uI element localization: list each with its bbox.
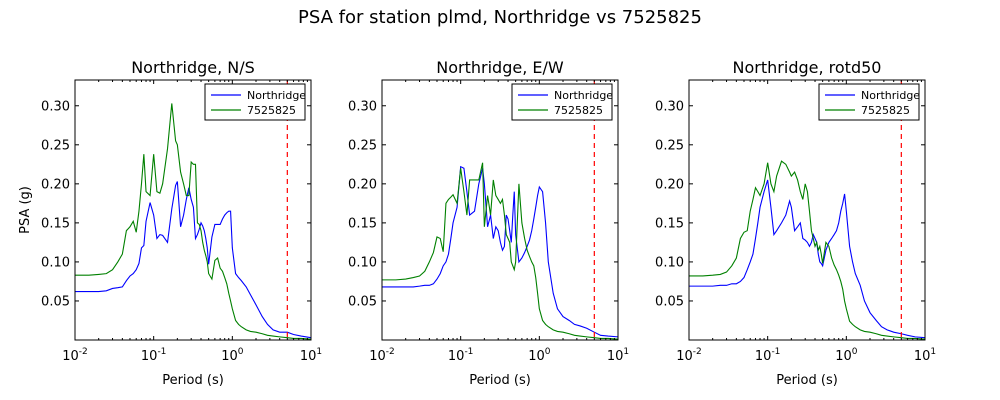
y-tick-label: 0.30 — [41, 99, 70, 114]
y-tick-label: 0.30 — [655, 99, 684, 114]
y-tick-label: 0.25 — [655, 138, 684, 153]
x-tick-base: 10 — [221, 349, 238, 364]
x-tick-label: 101 — [607, 347, 629, 364]
x-tick-label: 10-1 — [448, 347, 474, 364]
x-tick-base: 10 — [62, 349, 79, 364]
x-tick-label: 100 — [835, 347, 858, 364]
panel-title: Northridge, E/W — [436, 58, 564, 77]
plot-area — [689, 80, 925, 340]
y-tick-label: 0.25 — [348, 138, 377, 153]
x-tick-base: 10 — [448, 349, 465, 364]
y-tick-label: 0.15 — [41, 216, 70, 231]
x-tick-base: 10 — [300, 349, 317, 364]
axes-frame — [688, 79, 926, 341]
y-axis: 0.05 0.10 0.15 0.20 0.25 0.30 — [655, 99, 925, 309]
x-tick-base: 10 — [369, 349, 386, 364]
series-line-simulation — [689, 160, 925, 340]
x-tick-exponent: 0 — [545, 347, 551, 357]
y-tick-label: 0.30 — [348, 99, 377, 114]
x-tick-exponent: -2 — [693, 347, 702, 357]
x-axis-label: Period (s) — [469, 373, 531, 388]
legend: Northridge 7525825 — [204, 83, 306, 121]
y-tick-label: 0.05 — [655, 294, 684, 309]
series-line-northridge — [689, 179, 925, 339]
x-tick-label: 100 — [528, 347, 551, 364]
y-tick-label: 0.10 — [41, 255, 70, 270]
x-tick-base: 10 — [676, 349, 693, 364]
y-tick-label: 0.15 — [655, 216, 684, 231]
x-tick-label: 101 — [914, 347, 936, 364]
legend: Northridge 7525825 — [511, 83, 613, 121]
x-tick-label: 100 — [221, 347, 244, 364]
legend-label: 7525825 — [554, 104, 603, 117]
y-axis: 0.05 0.10 0.15 0.20 0.25 0.30 PSA (g) — [18, 99, 311, 309]
x-tick-label: 10-2 — [369, 347, 395, 364]
x-axis-label: Period (s) — [162, 373, 224, 388]
legend-box — [511, 83, 613, 121]
x-tick-exponent: -2 — [386, 347, 395, 357]
panel-title: Northridge, N/S — [131, 58, 255, 77]
x-tick-exponent: 1 — [623, 347, 629, 357]
x-tick-exponent: -1 — [771, 347, 780, 357]
legend-label: 7525825 — [861, 104, 910, 117]
legend-label: 7525825 — [247, 104, 296, 117]
x-tick-exponent: -1 — [464, 347, 473, 357]
x-tick-base: 10 — [755, 349, 772, 364]
x-tick-base: 10 — [914, 349, 931, 364]
x-tick-exponent: 0 — [852, 347, 858, 357]
y-tick-label: 0.20 — [41, 177, 70, 192]
y-tick-label: 0.10 — [348, 255, 377, 270]
x-tick-exponent: 1 — [930, 347, 936, 357]
y-axis: 0.05 0.10 0.15 0.20 0.25 0.30 — [348, 99, 618, 309]
x-tick-exponent: 1 — [316, 347, 322, 357]
legend-box — [818, 83, 920, 121]
x-tick-exponent: -1 — [157, 347, 166, 357]
y-axis-label: PSA (g) — [18, 186, 33, 234]
y-tick-label: 0.20 — [655, 177, 684, 192]
figure-title: PSA for station plmd, Northridge vs 7525… — [298, 7, 702, 28]
y-tick-label: 0.10 — [655, 255, 684, 270]
series-line-simulation — [75, 103, 311, 340]
panel-title: Northridge, rotd50 — [733, 58, 882, 77]
legend: Northridge 7525825 — [818, 83, 920, 121]
x-tick-base: 10 — [607, 349, 624, 364]
x-tick-label: 10-2 — [676, 347, 702, 364]
x-tick-base: 10 — [528, 349, 545, 364]
x-tick-label: 10-1 — [141, 347, 167, 364]
x-tick-label: 101 — [300, 347, 322, 364]
y-tick-label: 0.15 — [348, 216, 377, 231]
y-tick-label: 0.05 — [41, 294, 70, 309]
legend-label: Northridge — [554, 89, 613, 102]
x-tick-base: 10 — [835, 349, 852, 364]
series-line-northridge — [75, 181, 311, 339]
axes-frame — [74, 79, 312, 341]
series-line-northridge — [382, 165, 618, 338]
legend-box — [204, 83, 306, 121]
y-tick-label: 0.05 — [348, 294, 377, 309]
x-tick-label: 10-1 — [755, 347, 781, 364]
legend-label: Northridge — [247, 89, 306, 102]
legend-label: Northridge — [861, 89, 920, 102]
x-axis-label: Period (s) — [776, 373, 838, 388]
x-tick-exponent: -2 — [79, 347, 88, 357]
x-tick-exponent: 0 — [238, 347, 244, 357]
plot-area — [75, 80, 311, 340]
plot-area — [382, 80, 618, 340]
y-tick-label: 0.20 — [348, 177, 377, 192]
series-line-simulation — [382, 162, 618, 340]
axes-frame — [381, 79, 619, 341]
x-tick-base: 10 — [141, 349, 158, 364]
x-tick-label: 10-2 — [62, 347, 88, 364]
y-tick-label: 0.25 — [41, 138, 70, 153]
